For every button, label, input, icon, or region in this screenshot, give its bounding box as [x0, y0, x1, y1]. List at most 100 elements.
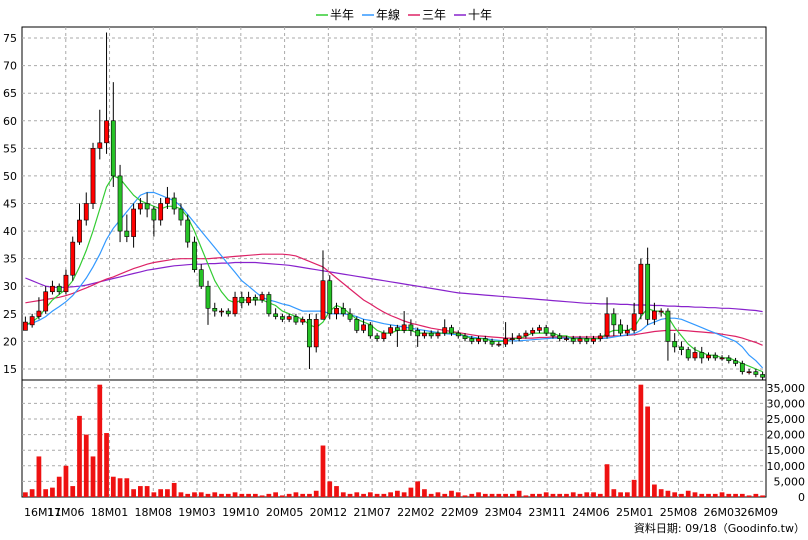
candle	[557, 333, 563, 342]
volume-bar	[137, 486, 143, 497]
candle	[300, 316, 306, 325]
volume-bar	[90, 456, 96, 497]
candle	[435, 330, 441, 339]
candle-body-up	[652, 310, 657, 320]
candle	[151, 206, 157, 237]
volume-bar	[435, 492, 441, 497]
candle-body-down	[144, 203, 150, 210]
volume-bar	[449, 490, 454, 497]
volume-bar	[23, 492, 28, 497]
candle-body-up	[624, 330, 630, 334]
candle-body-down	[482, 338, 488, 342]
volume-bar	[43, 489, 49, 497]
price-y-tick-label: 75	[3, 32, 17, 45]
candle	[516, 333, 522, 342]
volume-bar	[83, 434, 89, 497]
candle-body-down	[151, 208, 157, 221]
candle	[550, 330, 556, 339]
x-tick-label: 19M10	[222, 506, 260, 519]
candle-body-up	[300, 319, 306, 323]
candle	[367, 322, 373, 339]
candle	[158, 197, 164, 226]
candle	[476, 335, 481, 345]
candle-body-down	[557, 335, 563, 339]
candle-body-up	[97, 142, 103, 149]
candle-body-down	[685, 349, 691, 359]
candle	[225, 308, 231, 317]
candle-body-down	[611, 313, 617, 326]
volume-bar	[232, 492, 238, 497]
candle-body-down	[753, 371, 759, 375]
candle	[36, 297, 42, 320]
candle-body-down	[212, 307, 218, 312]
candle-body-up	[165, 197, 170, 204]
x-tick-label: 20M05	[266, 506, 304, 519]
candle-body-up	[503, 338, 508, 345]
volume-bar	[408, 487, 414, 497]
candle-body-up	[70, 241, 76, 276]
candle	[428, 330, 434, 339]
price-y-tick-label: 65	[3, 87, 17, 100]
candle-body-down	[679, 346, 684, 350]
volume-bar	[476, 492, 481, 497]
volume-y-tick-label: 25,000	[767, 413, 806, 426]
volume-bar	[225, 493, 231, 497]
candle-body-down	[367, 324, 373, 337]
candle-body-up	[334, 307, 339, 315]
candle	[334, 302, 339, 320]
candle-body-down	[280, 316, 285, 320]
candle	[219, 308, 224, 317]
candle	[246, 291, 251, 306]
candle-body-up	[361, 324, 366, 331]
volume-y-tick-label: 30,000	[767, 397, 806, 410]
price-panel: 15 20 25 30 35 40 45 50 55 60 65 70 75	[3, 26, 767, 381]
volume-bar	[63, 465, 69, 497]
volume-bar	[104, 433, 109, 497]
candle	[401, 311, 407, 334]
candle-body-up	[381, 332, 387, 339]
volume-bar	[543, 492, 549, 497]
candle-body-up	[22, 321, 28, 331]
volume-bar	[557, 493, 563, 497]
volume-bar	[685, 490, 691, 497]
candle	[672, 333, 678, 353]
candle-body-down	[340, 307, 346, 315]
volume-y-tick-label: 15,000	[767, 444, 806, 457]
candle	[77, 203, 82, 245]
candle	[192, 236, 197, 273]
candle-body-up	[137, 203, 143, 210]
candle	[374, 333, 380, 342]
candle-body-down	[760, 374, 766, 378]
volume-bar	[110, 476, 116, 497]
x-tick-label: 22M02	[397, 506, 435, 519]
volume-bars	[23, 384, 765, 497]
candle	[753, 368, 759, 378]
candle-body-up	[104, 120, 109, 144]
ma-three-year-line	[25, 253, 763, 346]
volume-bar	[442, 493, 448, 497]
volume-y-tick-label: 10,000	[767, 460, 806, 473]
candle	[259, 291, 265, 303]
candle	[239, 291, 245, 309]
candle-body-down	[225, 310, 231, 315]
candle-body-down	[205, 285, 211, 309]
candle	[252, 294, 258, 306]
volume-bar	[604, 464, 610, 497]
candle	[455, 330, 461, 339]
volume-bar	[665, 490, 671, 497]
volume-bar	[212, 492, 218, 497]
volume-bar	[266, 493, 272, 497]
volume-bar	[347, 493, 353, 497]
volume-bar	[219, 493, 224, 497]
x-tick-label: 16M11	[24, 506, 62, 519]
candle	[699, 346, 705, 364]
price-y-tick-label: 20	[3, 335, 17, 348]
volume-bar	[726, 493, 732, 497]
candle-body-up	[422, 332, 427, 337]
candle-body-up	[530, 330, 536, 334]
candle-body-up	[442, 327, 448, 334]
volume-bar	[462, 495, 468, 497]
candle-body-up	[77, 219, 82, 243]
